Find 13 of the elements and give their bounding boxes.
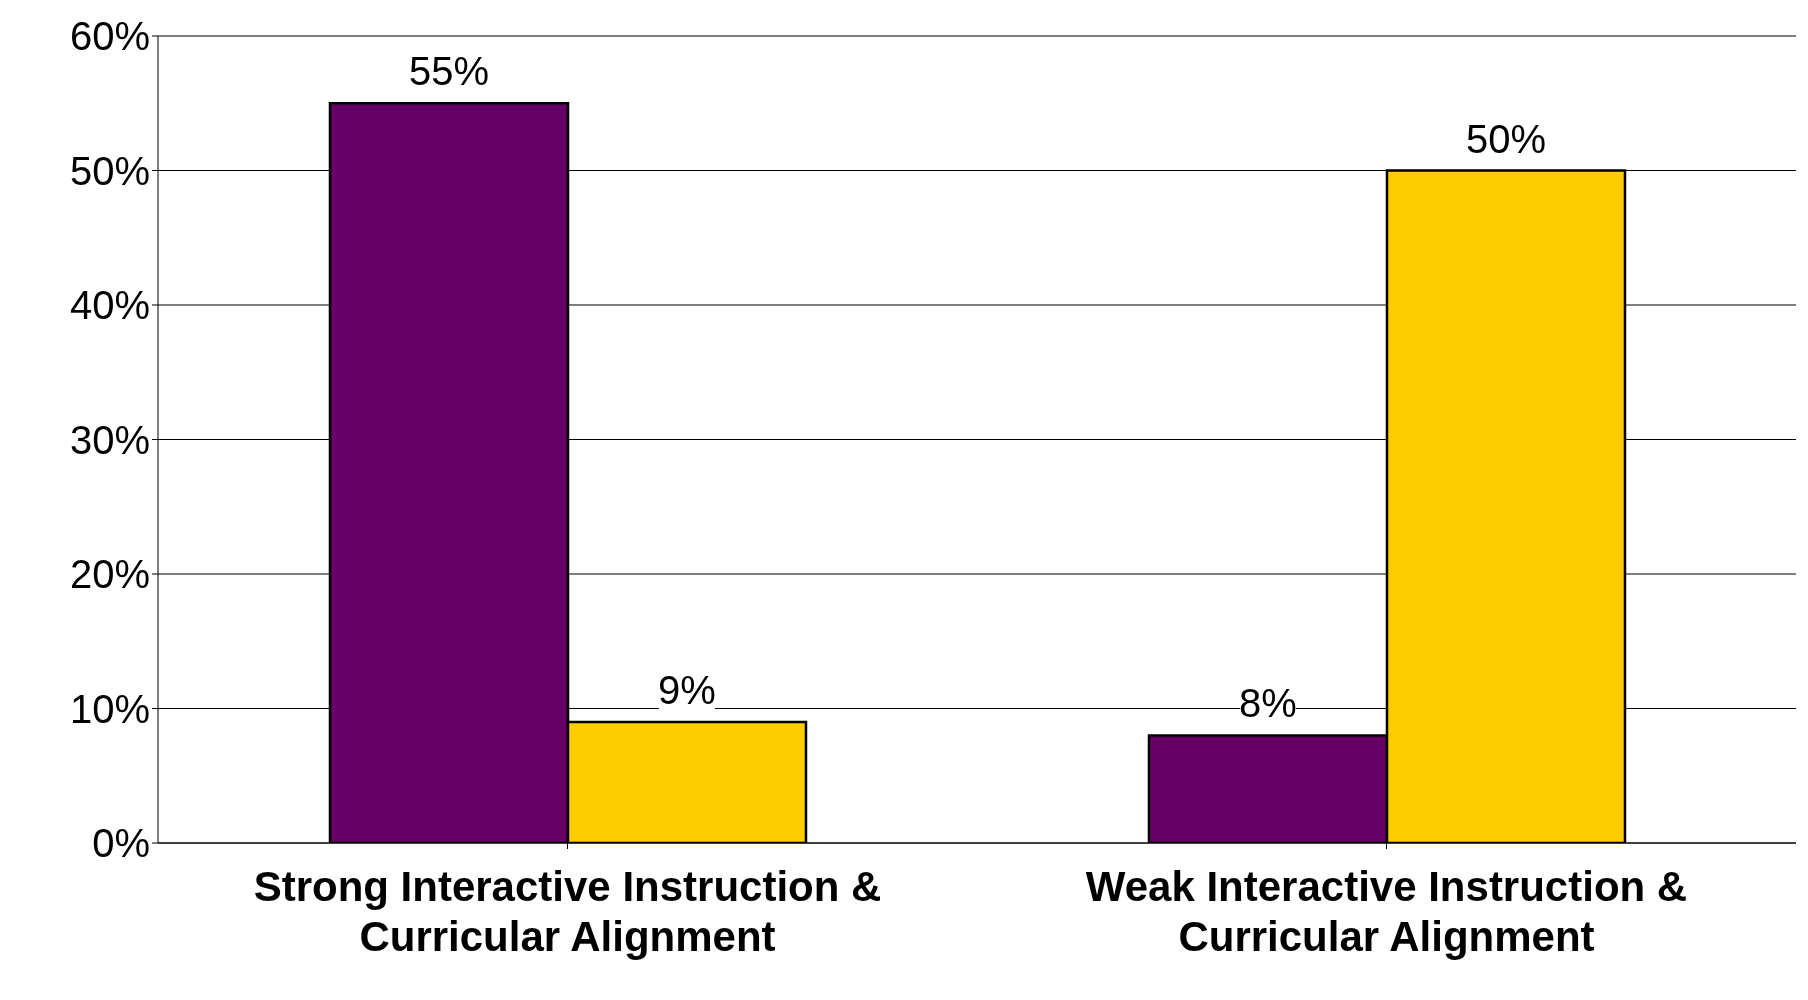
y-tick-label: 10% [69, 686, 150, 731]
data-label: 50% [1465, 116, 1547, 161]
y-tick-label: 30% [69, 417, 150, 462]
y-tick-label: 40% [69, 283, 150, 328]
y-tick-label: 50% [69, 148, 150, 193]
data-label: 8% [1239, 681, 1297, 726]
y-tick-label: 20% [69, 552, 150, 597]
data-label: 55% [408, 49, 490, 94]
x-tick-label: Strong Interactive Instruction & Curricular Alignment [253, 863, 882, 960]
x-tick-label: Weak Interactive Instruction & Curricular Alignment [1085, 863, 1688, 960]
y-tick-label: 60% [69, 14, 150, 59]
y-tick-label: 0% [92, 821, 150, 866]
data-label: 9% [658, 667, 716, 712]
